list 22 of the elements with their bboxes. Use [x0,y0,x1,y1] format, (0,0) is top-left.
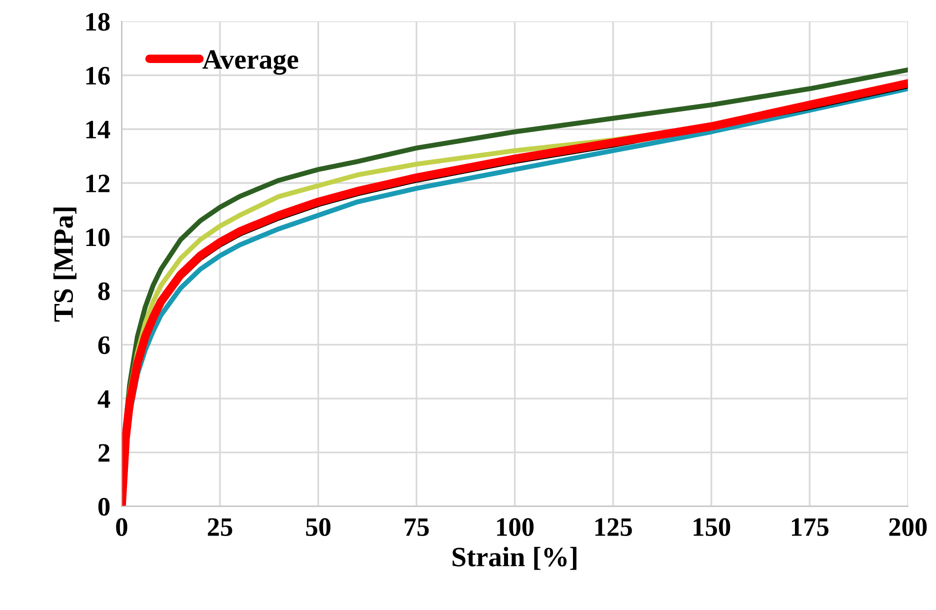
x-tick-label: 125 [595,518,632,536]
y-tick-label: 2 [98,444,110,462]
y-tick-label: 0 [98,498,110,516]
x-tick-label: 25 [208,518,232,536]
y-tick-label: 8 [98,282,110,300]
y-tick-label: 18 [86,12,110,31]
x-tick-label: 50 [306,518,330,536]
x-tick-label: 0 [116,518,128,536]
x-tick-label: 100 [497,518,534,536]
y-tick-label: 12 [86,174,110,192]
x-tick-label: 175 [792,518,828,536]
legend-label: Average [202,50,298,75]
y-tick-label: 16 [86,66,110,85]
y-tick-label: 6 [98,336,110,354]
x-axis-title: Strain [%] [452,546,576,570]
y-axis-title: TS [MPa] [53,208,76,322]
x-tick-label: 75 [404,518,429,536]
y-tick-label: 14 [86,120,110,138]
x-tick-label: 200 [889,518,927,536]
y-tick-label: 4 [98,390,110,408]
y-tick-label: 10 [86,228,110,246]
x-tick-label: 150 [694,518,730,536]
